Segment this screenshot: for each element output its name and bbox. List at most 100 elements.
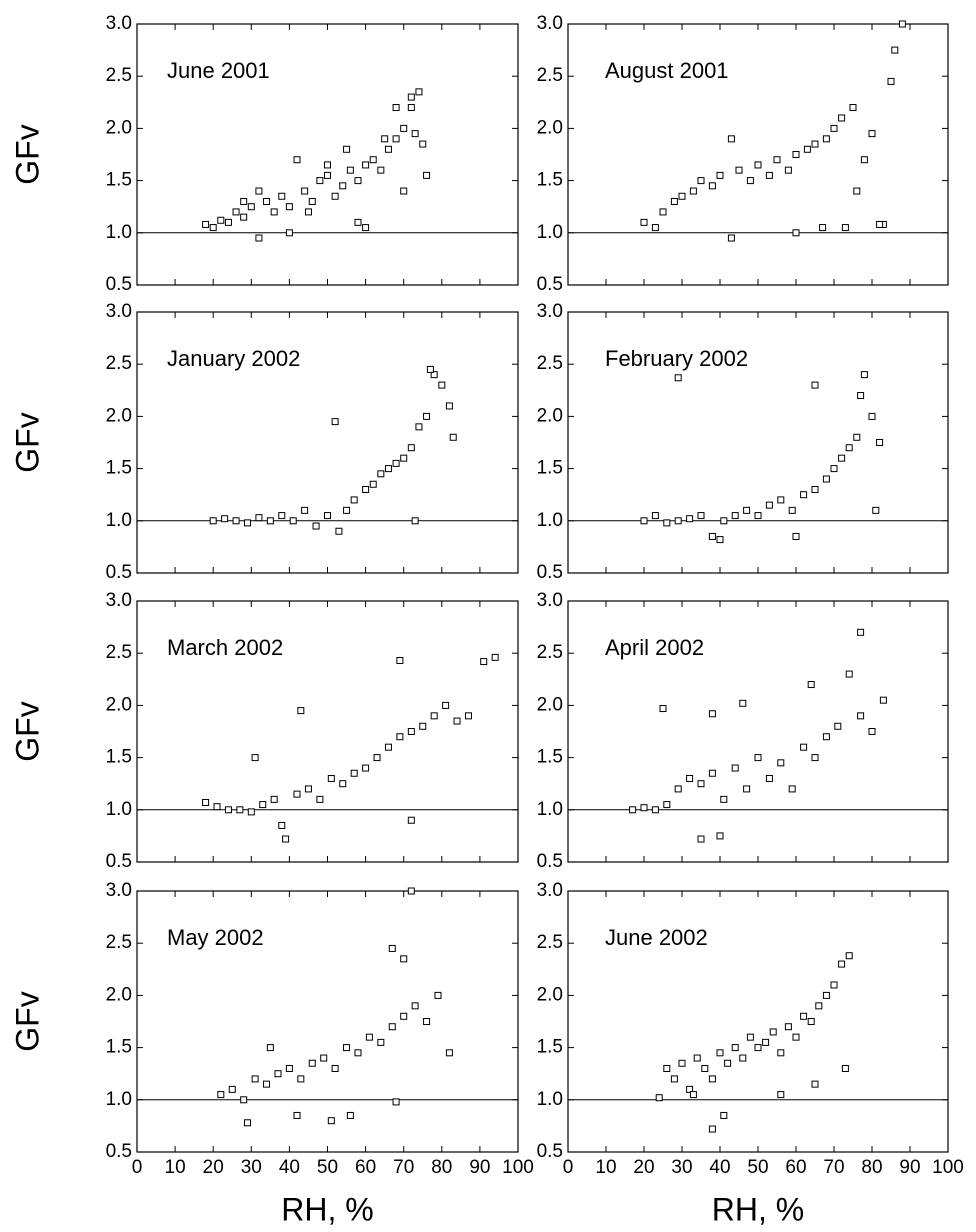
point bbox=[293, 1111, 301, 1119]
point bbox=[308, 1059, 316, 1067]
point bbox=[324, 161, 331, 169]
point bbox=[343, 1044, 351, 1052]
point bbox=[407, 816, 415, 824]
panel-title: April 2002 bbox=[605, 635, 704, 660]
point bbox=[689, 187, 697, 195]
point bbox=[411, 130, 419, 138]
point bbox=[693, 1054, 701, 1062]
point bbox=[339, 182, 347, 190]
point bbox=[674, 374, 682, 382]
point bbox=[678, 192, 686, 200]
y-axis-label: GFv bbox=[9, 412, 45, 472]
y-tick-label: 1.5 bbox=[537, 1037, 563, 1058]
x-tick-label: 100 bbox=[932, 1157, 964, 1178]
y-tick-label: 0.5 bbox=[537, 851, 563, 872]
x-tick-label: 0 bbox=[132, 1157, 143, 1178]
point bbox=[251, 1075, 259, 1083]
point bbox=[845, 670, 853, 678]
y-tick-label: 2.5 bbox=[106, 353, 132, 374]
y-tick-label: 1.5 bbox=[106, 1037, 132, 1058]
x-tick-label: 70 bbox=[393, 1157, 414, 1178]
point bbox=[777, 759, 785, 767]
y-tick-label: 2.0 bbox=[537, 694, 563, 715]
y-tick-label: 1.5 bbox=[106, 170, 132, 191]
point bbox=[365, 1033, 373, 1041]
point bbox=[735, 166, 743, 174]
point bbox=[369, 480, 377, 488]
point bbox=[392, 104, 400, 112]
y-axis-label: GFv bbox=[9, 991, 45, 1051]
point bbox=[400, 124, 408, 132]
point bbox=[343, 145, 351, 153]
point bbox=[857, 392, 865, 400]
point bbox=[815, 1002, 823, 1010]
y-tick-label: 3.0 bbox=[537, 301, 563, 322]
point bbox=[289, 517, 297, 525]
point bbox=[777, 1091, 785, 1099]
point bbox=[400, 1012, 408, 1020]
y-tick-label: 0.5 bbox=[106, 1141, 132, 1162]
point bbox=[765, 774, 773, 782]
x-tick-label: 50 bbox=[317, 1157, 338, 1178]
x-tick-label: 40 bbox=[279, 1157, 300, 1178]
point bbox=[243, 1119, 251, 1127]
point bbox=[720, 795, 728, 803]
point bbox=[480, 658, 488, 666]
point bbox=[285, 203, 293, 211]
y-tick-label: 1.0 bbox=[106, 222, 132, 243]
point bbox=[830, 981, 838, 989]
x-tick-label: 60 bbox=[785, 1157, 806, 1178]
point bbox=[754, 161, 762, 169]
point bbox=[765, 171, 773, 179]
point bbox=[346, 166, 354, 174]
point bbox=[423, 412, 431, 420]
y-tick-label: 0.5 bbox=[106, 274, 132, 295]
point bbox=[792, 151, 800, 158]
point bbox=[841, 1064, 849, 1072]
y-tick-label: 1.0 bbox=[537, 510, 563, 531]
point bbox=[335, 527, 343, 535]
point bbox=[834, 722, 842, 730]
y-axis-label: GFv bbox=[9, 701, 45, 761]
point bbox=[392, 1098, 400, 1106]
point bbox=[716, 1049, 724, 1057]
point bbox=[800, 1012, 808, 1020]
point bbox=[663, 801, 671, 809]
point bbox=[232, 517, 240, 525]
point bbox=[362, 224, 370, 232]
y-tick-label: 1.0 bbox=[537, 222, 563, 243]
point bbox=[274, 1070, 282, 1078]
point bbox=[777, 1049, 785, 1057]
panel-title: June 2002 bbox=[605, 925, 708, 950]
point bbox=[860, 156, 868, 164]
x-tick-label: 0 bbox=[563, 1157, 574, 1178]
point bbox=[491, 653, 499, 661]
x-tick-label: 20 bbox=[633, 1157, 654, 1178]
point bbox=[792, 532, 800, 540]
point bbox=[217, 216, 225, 224]
point bbox=[872, 506, 880, 514]
point bbox=[369, 156, 377, 164]
point bbox=[659, 208, 667, 216]
x-tick-label: 30 bbox=[241, 1157, 262, 1178]
point bbox=[853, 187, 861, 195]
point bbox=[407, 728, 415, 735]
point bbox=[857, 628, 865, 636]
point bbox=[792, 1033, 800, 1041]
point bbox=[301, 506, 309, 514]
point bbox=[640, 517, 648, 525]
point bbox=[845, 952, 853, 960]
y-tick-label: 3.0 bbox=[106, 880, 132, 901]
point bbox=[659, 705, 667, 713]
point bbox=[278, 821, 286, 829]
point bbox=[297, 707, 305, 715]
y-tick-label: 0.5 bbox=[537, 274, 563, 295]
point bbox=[754, 512, 762, 520]
point bbox=[392, 459, 400, 467]
point bbox=[811, 140, 819, 148]
point bbox=[743, 785, 751, 793]
point bbox=[282, 835, 290, 843]
point bbox=[362, 485, 370, 493]
y-tick-label: 1.5 bbox=[537, 170, 563, 191]
point bbox=[887, 77, 895, 85]
